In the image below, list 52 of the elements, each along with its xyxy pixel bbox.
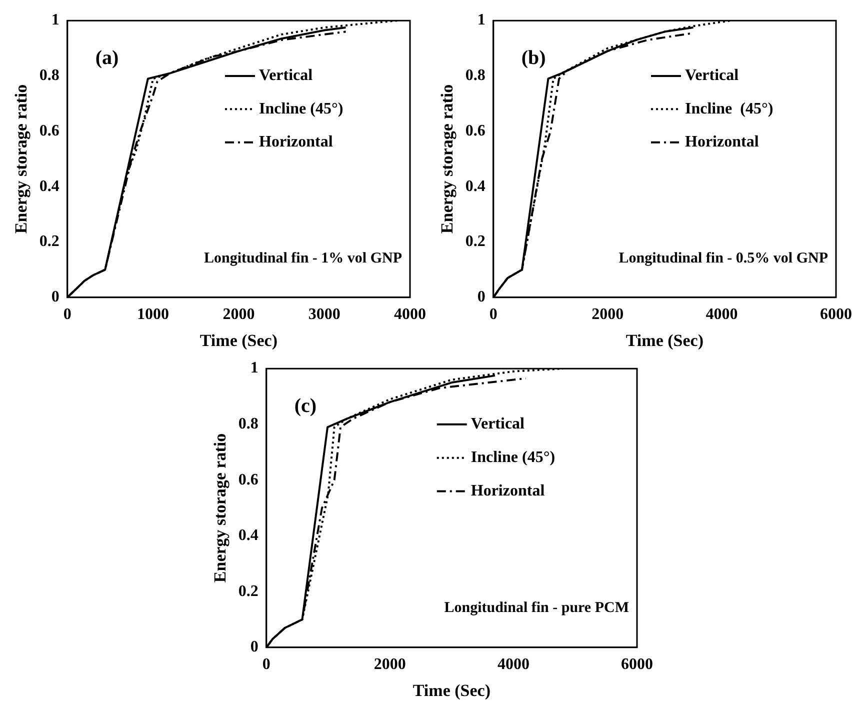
- x-tick-label: 0: [489, 306, 498, 324]
- y-tick-label: 0.8: [465, 67, 486, 84]
- x-tick-label: 0: [262, 656, 270, 674]
- x-tick-label: 2000: [374, 656, 406, 674]
- y-tick-label: 1: [250, 360, 258, 377]
- y-tick-label: 0.4: [238, 527, 258, 544]
- y-tick-label: 0.2: [39, 233, 60, 250]
- y-tick-label: 1: [477, 12, 486, 29]
- y-tick-label: 0: [51, 288, 60, 306]
- y-tick-label: 0.6: [238, 471, 258, 488]
- x-axis-title: Time (Sec): [200, 331, 278, 350]
- legend-label: Incline (45°): [470, 448, 556, 466]
- x-tick-label: 6000: [820, 306, 852, 324]
- y-tick-label: 0.6: [465, 122, 486, 140]
- annotation: Longitudinal fin - 0.5% vol GNP: [618, 250, 828, 267]
- y-tick-label: 0.8: [238, 416, 258, 432]
- x-tick-label: 2000: [592, 306, 624, 324]
- y-tick-label: 0.8: [39, 67, 60, 84]
- y-axis-title: Energy storage ratio: [210, 433, 230, 583]
- x-tick-label: 6000: [621, 656, 653, 674]
- annotation: (a): [95, 46, 119, 69]
- legend-label: Incline (45°): [258, 100, 344, 118]
- x-tick-label: 1000: [137, 306, 170, 324]
- x-tick-label: 2000: [222, 306, 255, 324]
- annotation: Longitudinal fin - 1% vol GNP: [204, 250, 402, 267]
- y-tick-label: 0.4: [465, 178, 486, 195]
- x-tick-label: 0: [63, 306, 72, 324]
- legend-label: Vertical: [258, 67, 314, 84]
- legend-label: Horizontal: [470, 482, 546, 500]
- legend-label: Incline (45°): [684, 100, 774, 118]
- y-tick-label: 0.2: [465, 233, 486, 250]
- y-tick-label: 1: [51, 12, 60, 29]
- legend-label: Vertical: [470, 416, 526, 432]
- legend-label: Horizontal: [684, 134, 760, 151]
- y-tick-label: 0.2: [238, 582, 258, 600]
- annotation: (c): [294, 394, 317, 417]
- y-axis-title: Energy storage ratio: [12, 84, 31, 234]
- legend-label: Vertical: [684, 67, 740, 84]
- annotation: (b): [521, 46, 546, 69]
- y-tick-label: 0.6: [39, 122, 60, 140]
- legend-label: Horizontal: [258, 134, 334, 151]
- y-tick-label: 0: [477, 288, 486, 306]
- x-tick-label: 4000: [394, 306, 426, 324]
- x-tick-label: 3000: [308, 306, 340, 324]
- y-tick-label: 0: [250, 638, 258, 656]
- annotation: Longitudinal fin - pure PCM: [444, 600, 629, 616]
- y-axis-title: Energy storage ratio: [438, 84, 457, 234]
- y-tick-label: 0.4: [39, 178, 60, 195]
- x-tick-label: 4000: [706, 306, 738, 324]
- x-axis-title: Time (Sec): [626, 331, 704, 350]
- x-axis-title: Time (Sec): [412, 681, 490, 700]
- x-tick-label: 4000: [497, 656, 530, 674]
